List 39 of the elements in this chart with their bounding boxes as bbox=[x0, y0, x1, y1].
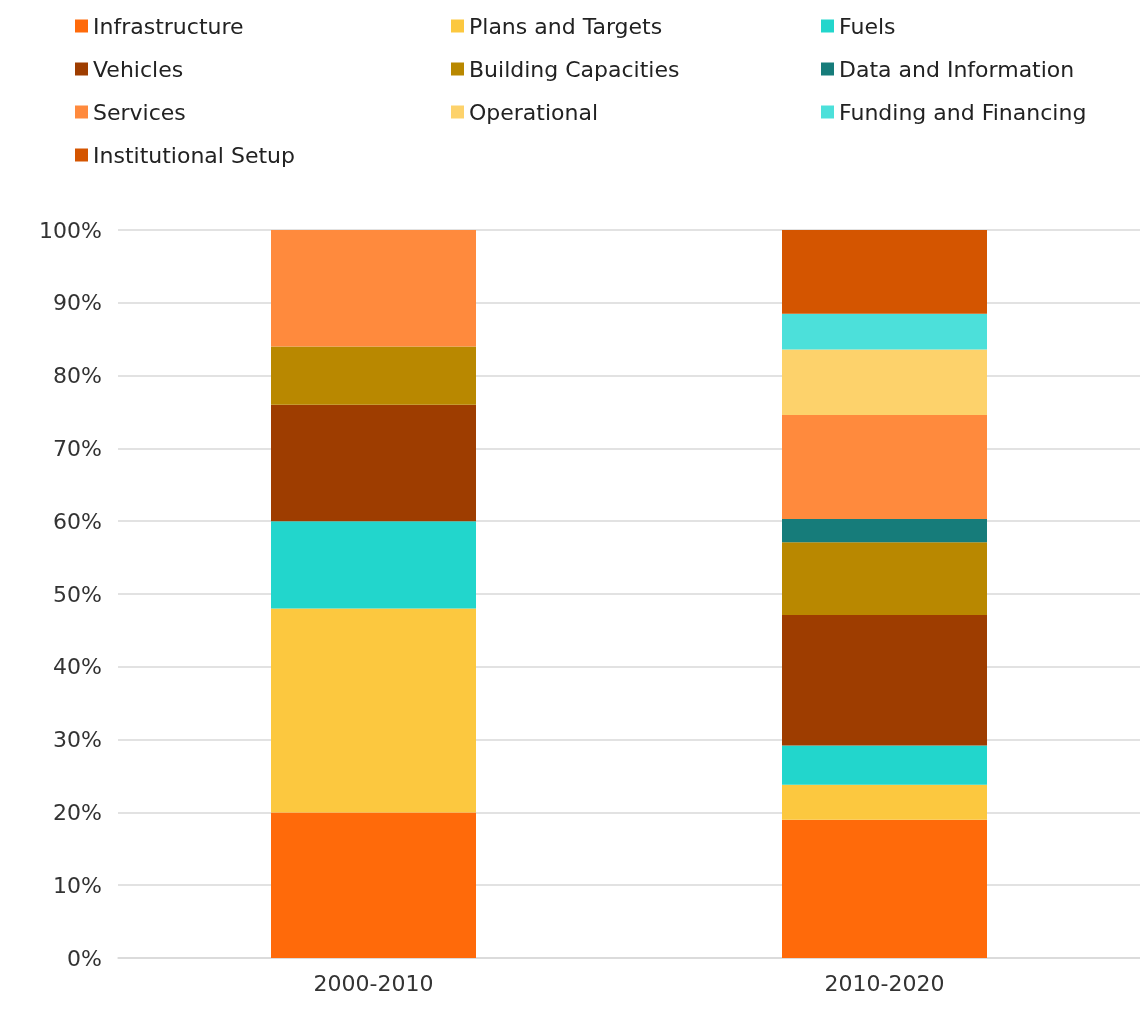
bar bbox=[782, 784, 987, 820]
bar bbox=[782, 349, 987, 415]
bar bbox=[782, 414, 987, 520]
legend-label: Institutional Setup bbox=[93, 142, 295, 168]
bar bbox=[271, 608, 476, 813]
bar bbox=[782, 615, 987, 746]
legend-label: Fuels bbox=[839, 13, 896, 39]
x-tick-label: 2000-2010 bbox=[313, 970, 434, 996]
legend-label: Funding and Financing bbox=[839, 99, 1087, 125]
legend-label: Plans and Targets bbox=[469, 13, 663, 39]
y-tick-label: 80% bbox=[53, 363, 102, 389]
bar bbox=[782, 542, 987, 616]
bar bbox=[271, 230, 476, 347]
legend-label: Infrastructure bbox=[93, 13, 244, 39]
legend-label: Services bbox=[93, 99, 186, 125]
legend-label: Operational bbox=[469, 99, 599, 125]
y-tick-label: 0% bbox=[67, 945, 102, 971]
y-tick-label: 20% bbox=[53, 799, 102, 825]
y-tick-label: 90% bbox=[53, 290, 102, 316]
legend-label: Vehicles bbox=[93, 56, 184, 82]
y-tick-label: 60% bbox=[53, 508, 102, 534]
y-tick-label: 70% bbox=[53, 435, 102, 461]
legend-label: Building Capacities bbox=[469, 56, 680, 82]
legend-label: Data and Information bbox=[839, 56, 1075, 82]
y-tick-label: 50% bbox=[53, 581, 102, 607]
y-tick-label: 100% bbox=[39, 217, 102, 243]
bar bbox=[271, 346, 476, 405]
bar bbox=[271, 521, 476, 609]
bar bbox=[782, 745, 987, 785]
x-tick-label: 2010-2020 bbox=[824, 970, 945, 996]
bar bbox=[271, 404, 476, 522]
y-tick-label: 30% bbox=[53, 727, 102, 753]
bar bbox=[782, 519, 987, 543]
bar bbox=[271, 812, 476, 958]
y-tick-label: 10% bbox=[53, 872, 102, 898]
bar bbox=[782, 819, 987, 958]
bar bbox=[782, 230, 987, 314]
bar bbox=[782, 313, 987, 350]
y-tick-label: 40% bbox=[53, 654, 102, 680]
